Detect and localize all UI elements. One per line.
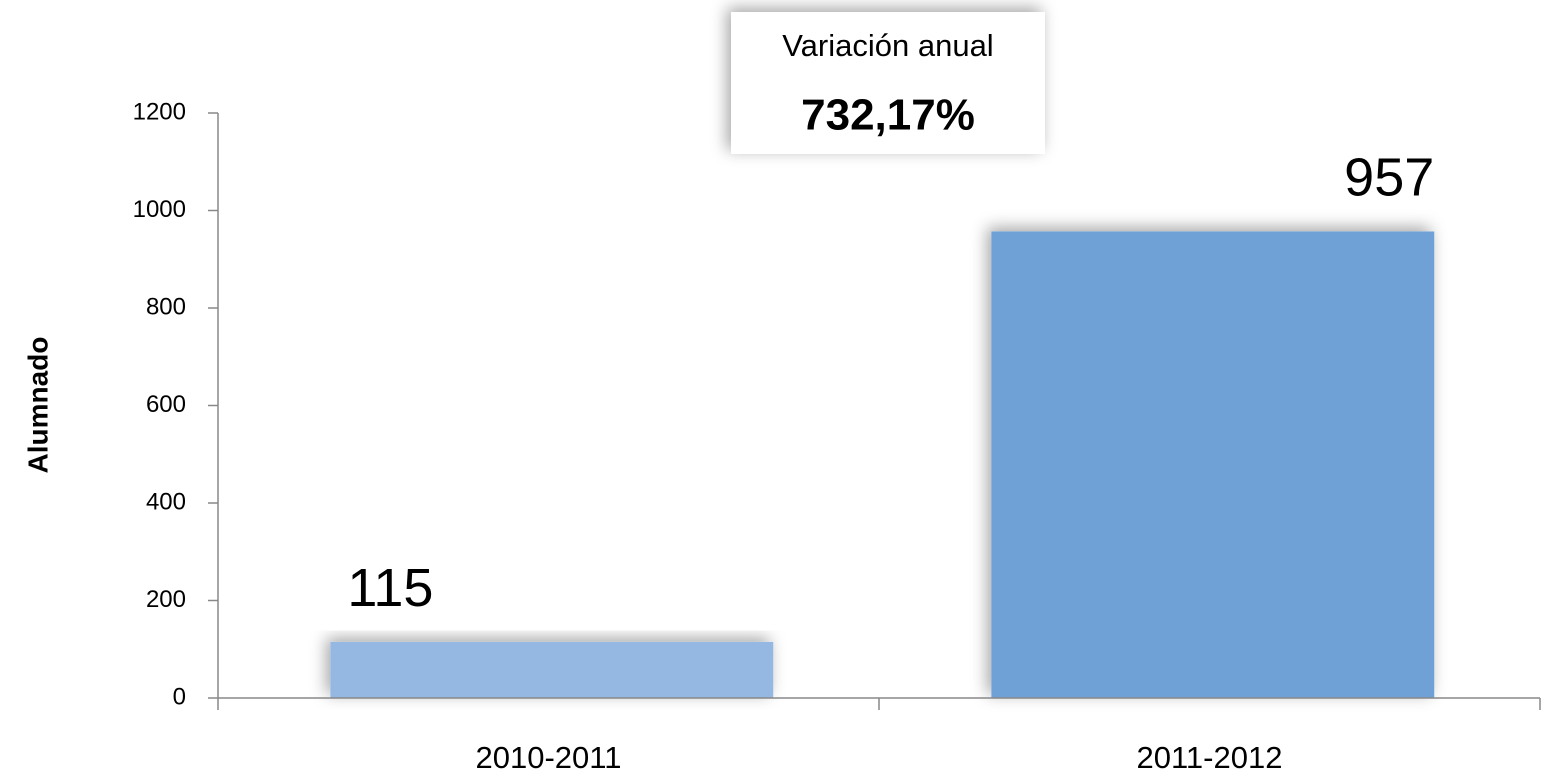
value-label: 115	[347, 558, 433, 618]
annotation-value: 732,17%	[801, 91, 975, 140]
y-tick-label: 0	[173, 683, 186, 710]
y-tick-label: 200	[146, 586, 186, 613]
bar	[991, 231, 1435, 698]
x-tick-label: 2010-2011	[476, 740, 622, 775]
y-tick-label: 1000	[133, 196, 186, 223]
y-tick-label: 1200	[133, 98, 186, 125]
x-tick-label: 2011-2012	[1137, 740, 1283, 775]
annotation-title: Variación anual	[782, 28, 993, 63]
annotation-box	[731, 12, 1045, 154]
value-label: 957	[1344, 148, 1434, 208]
bar	[330, 641, 774, 698]
y-tick-label: 600	[146, 391, 186, 418]
y-tick-label: 400	[146, 488, 186, 515]
y-axis-label: Alumnado	[22, 337, 53, 474]
y-tick-label: 800	[146, 293, 186, 320]
